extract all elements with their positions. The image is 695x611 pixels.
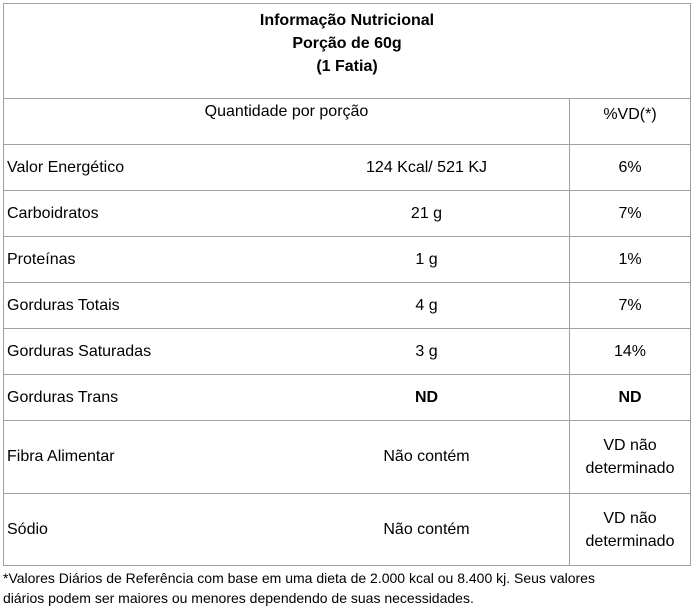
header-vd: %VD(*) xyxy=(569,99,690,144)
table-row: Carboidratos 21 g 7% xyxy=(4,191,690,237)
nutrient-amount: 1 g xyxy=(415,250,438,268)
vd-line-2: determinado xyxy=(585,460,675,477)
vd-line-2: determinado xyxy=(585,532,675,550)
nutrient-amount: 4 g xyxy=(415,296,438,314)
nutrient-name: Gorduras Totais xyxy=(7,296,120,314)
table-row: Valor Energético 124 Kcal/ 521 KJ 6% xyxy=(4,145,690,191)
nutrient-vd: 7% xyxy=(569,283,690,328)
table-title: Informação Nutricional Porção de 60g (1 … xyxy=(4,4,690,99)
nutrient-vd: 14% xyxy=(569,329,690,374)
nutrient-amount: Não contém xyxy=(383,448,470,465)
table-row: Gorduras Trans ND ND xyxy=(4,375,690,421)
nutrient-vd: VD não determinado xyxy=(569,421,690,493)
title-line-2: Porção de 60g xyxy=(292,35,402,52)
nutrient-vd: ND xyxy=(569,375,690,420)
header-row: Quantidade por porção %VD(*) xyxy=(4,99,690,145)
table-row: Fibra Alimentar Não contém VD não determ… xyxy=(4,421,690,494)
title-line-3: (1 Fatia) xyxy=(316,58,378,75)
title-line-1: Informação Nutricional xyxy=(259,12,435,29)
nutrient-amount: 3 g xyxy=(415,342,438,360)
nutrient-name: Gorduras Trans xyxy=(7,388,119,406)
table-row: Gorduras Totais 4 g 7% xyxy=(4,283,690,329)
table-row: Proteínas 1 g 1% xyxy=(4,237,690,283)
footnote-line-1: *Valores Diários de Referência com base … xyxy=(3,570,595,586)
nutrient-name: Proteínas xyxy=(7,250,76,268)
nutrient-amount: ND xyxy=(414,388,439,406)
nutrient-name: Valor Energético xyxy=(7,158,125,176)
nutrient-amount: 124 Kcal/ 521 KJ xyxy=(366,158,487,176)
vd-line-1: VD não xyxy=(603,437,657,454)
nutrient-vd: 1% xyxy=(569,237,690,282)
header-quantity: Quantidade por porção xyxy=(204,103,369,120)
nutrition-table: Informação Nutricional Porção de 60g (1 … xyxy=(3,3,691,566)
nutrient-name: Gorduras Saturadas xyxy=(7,342,152,360)
table-row: Gorduras Saturadas 3 g 14% xyxy=(4,329,690,375)
nutrient-vd: 6% xyxy=(569,145,690,190)
nutrient-amount: 21 g xyxy=(410,204,443,222)
nutrient-vd: VD não determinado xyxy=(569,494,690,565)
footnote-line-2: diários podem ser maiores ou menores dep… xyxy=(3,590,474,606)
nutrient-name: Carboidratos xyxy=(7,204,99,222)
nutrient-vd: 7% xyxy=(569,191,690,236)
nutrient-name: Sódio xyxy=(7,520,48,538)
table-row: Sódio Não contém VD não determinado xyxy=(4,494,690,565)
vd-line-1: VD não xyxy=(603,509,657,527)
nutrient-amount: Não contém xyxy=(383,520,470,538)
nutrient-name: Fibra Alimentar xyxy=(7,448,115,465)
footnote: *Valores Diários de Referência com base … xyxy=(3,568,693,608)
